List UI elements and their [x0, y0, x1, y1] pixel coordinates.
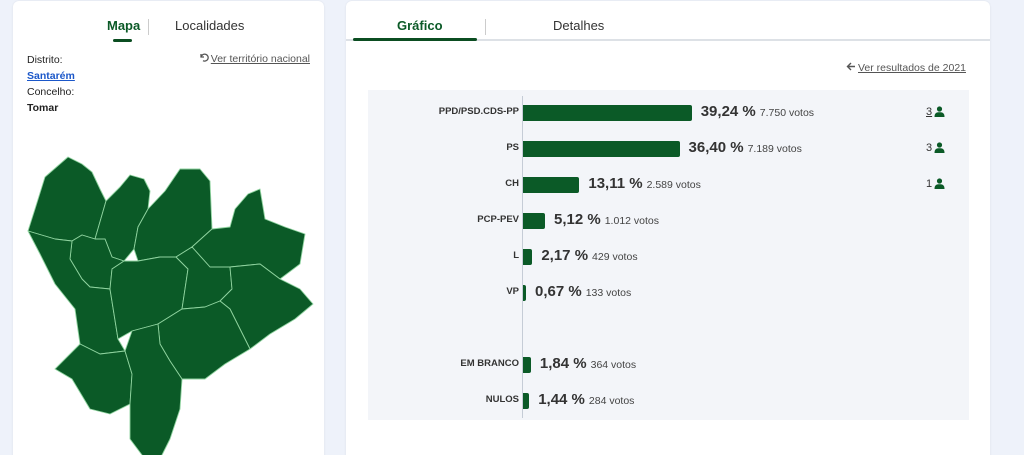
- person-icon: [934, 106, 945, 117]
- votes-count: 364 votos: [590, 359, 637, 371]
- district-label: Distrito:: [27, 54, 63, 66]
- result-row: PPD/PSD.CDS-PP 39,24 % 7.750 votos 3: [368, 103, 969, 123]
- party-label: VP: [506, 286, 519, 297]
- party-label: CH: [505, 178, 519, 189]
- party-label: PCP-PEV: [477, 214, 519, 225]
- party-label: L: [513, 250, 519, 261]
- result-row: CH 13,11 % 2.589 votos 1: [368, 175, 969, 195]
- votes-count: 7.189 votos: [747, 143, 802, 155]
- percentage-value: 2,17 %: [541, 247, 589, 264]
- tab-divider: [148, 19, 149, 35]
- result-values: 39,24 % 7.750 votos: [701, 103, 814, 121]
- votes-count: 133 votos: [585, 287, 632, 299]
- map-panel: Mapa Localidades Distrito: Santarém Conc…: [13, 1, 324, 455]
- seats-number: 1: [926, 178, 933, 190]
- result-bar[interactable]: [523, 285, 526, 301]
- result-row: PS 36,40 % 7.189 votos 3: [368, 139, 969, 159]
- result-values: 13,11 % 2.589 votos: [588, 175, 701, 193]
- results-panel: Gráfico Detalhes Ver resultados de 2021 …: [346, 1, 990, 455]
- result-bar[interactable]: [523, 249, 533, 265]
- chart-axis: [522, 96, 523, 418]
- arrow-left-icon: [846, 62, 856, 74]
- municipality-map[interactable]: [20, 139, 320, 455]
- votes-count: 284 votos: [588, 395, 635, 407]
- result-bar[interactable]: [523, 357, 531, 373]
- results-bar-chart: PPD/PSD.CDS-PP 39,24 % 7.750 votos 3 PS 36,40…: [368, 90, 969, 420]
- previous-results-link[interactable]: Ver resultados de 2021: [846, 62, 966, 74]
- percentage-value: 1,44 %: [538, 391, 585, 408]
- result-values: 5,12 % 1.012 votos: [554, 211, 659, 229]
- votes-count: 2.589 votos: [646, 179, 701, 191]
- tab-grafico[interactable]: Gráfico: [397, 18, 443, 33]
- result-values: 36,40 % 7.189 votos: [689, 139, 802, 157]
- district-link[interactable]: Santarém: [27, 70, 75, 82]
- seats-count[interactable]: 3: [926, 106, 945, 118]
- percentage-value: 0,67 %: [535, 283, 582, 300]
- result-row: VP 0,67 % 133 votos: [368, 283, 969, 303]
- map-region: [219, 263, 314, 350]
- percentage-value: 5,12 %: [554, 211, 601, 228]
- national-territory-link[interactable]: Ver território nacional: [199, 52, 310, 65]
- percentage-value: 1,84 %: [539, 355, 587, 372]
- seats-number: 3: [926, 142, 933, 154]
- party-label: EM BRANCO: [460, 358, 519, 369]
- result-row: L 2,17 % 429 votos: [368, 247, 969, 267]
- location-info: Distrito: Santarém Concelho: Tomar: [27, 52, 75, 116]
- percentage-value: 36,40 %: [688, 139, 744, 156]
- result-bar[interactable]: [523, 177, 580, 193]
- national-territory-label: Ver território nacional: [210, 53, 310, 65]
- party-label: PS: [506, 142, 519, 153]
- active-tab-indicator: [113, 39, 132, 42]
- tab-localidades[interactable]: Localidades: [175, 18, 245, 33]
- percentage-value: 13,11 %: [588, 175, 643, 192]
- map-region: [27, 156, 107, 242]
- person-icon: [934, 142, 945, 153]
- result-row: EM BRANCO 1,84 % 364 votos: [368, 355, 969, 375]
- party-label: NULOS: [485, 394, 519, 405]
- municipality-label: Concelho:: [27, 86, 75, 98]
- map-region: [124, 323, 183, 455]
- tab-divider: [485, 19, 486, 35]
- municipality-value: Tomar: [27, 102, 59, 114]
- result-bar[interactable]: [523, 141, 680, 157]
- seats-number[interactable]: 3: [926, 106, 933, 118]
- result-bar[interactable]: [523, 393, 530, 409]
- result-row: NULOS 1,44 % 284 votos: [368, 391, 969, 411]
- votes-count: 429 votos: [592, 251, 638, 263]
- percentage-value: 39,24 %: [700, 103, 756, 120]
- result-values: 1,44 % 284 votos: [538, 391, 634, 409]
- map-panel-tabs: Mapa Localidades: [13, 18, 324, 42]
- result-values: 1,84 % 364 votos: [540, 355, 636, 373]
- result-bar[interactable]: [523, 105, 692, 121]
- result-values: 2,17 % 429 votos: [541, 247, 637, 265]
- result-row: PCP-PEV 5,12 % 1.012 votos: [368, 211, 969, 231]
- previous-results-label: Ver resultados de 2021: [858, 62, 966, 74]
- tab-mapa[interactable]: Mapa: [107, 18, 141, 33]
- party-label: PPD/PSD.CDS-PP: [438, 106, 519, 117]
- undo-icon: [199, 52, 209, 65]
- tab-detalhes[interactable]: Detalhes: [553, 18, 605, 33]
- person-icon: [934, 178, 945, 189]
- result-bar[interactable]: [523, 213, 546, 229]
- map-region: [54, 343, 133, 415]
- votes-count: 1.012 votos: [604, 215, 660, 227]
- results-panel-tabs: Gráfico Detalhes: [346, 1, 990, 41]
- result-values: 0,67 % 133 votos: [535, 283, 631, 301]
- seats-count: 3: [926, 142, 945, 154]
- active-tab-indicator: [353, 38, 477, 41]
- seats-count: 1: [926, 178, 945, 190]
- votes-count: 7.750 votos: [759, 107, 815, 119]
